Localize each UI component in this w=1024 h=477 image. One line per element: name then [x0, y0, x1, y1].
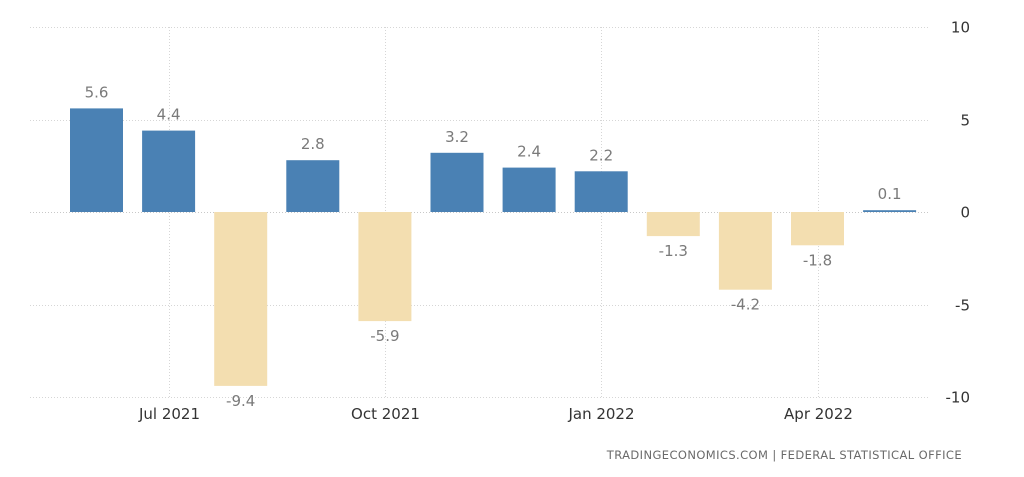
bar-value-label: 0.1 [878, 185, 902, 203]
y-tick-label: -5 [955, 297, 970, 315]
bar-value-label: 2.4 [517, 143, 541, 161]
y-tick-label: 0 [960, 204, 970, 222]
bar-value-label: -1.8 [803, 251, 832, 269]
x-axis: Jul 2021 Oct 2021 Jan 2022 Apr 2022 [138, 405, 853, 423]
grid-layer [30, 27, 930, 398]
bar-dec-2021 [502, 167, 556, 212]
bar-value-label: -4.2 [731, 296, 760, 314]
bar-jan-2022 [574, 171, 628, 212]
y-tick-label: 5 [960, 112, 970, 130]
bar-value-label: 2.2 [589, 146, 613, 164]
bar-mar-2022 [718, 212, 772, 290]
x-tick-label: Jan 2022 [567, 405, 634, 423]
bar-value-label: -9.4 [226, 392, 255, 410]
x-tick-label: Jul 2021 [138, 405, 200, 423]
y-tick-label: -10 [946, 389, 971, 407]
bar-may-2022 [863, 210, 917, 212]
bar-value-label: -5.9 [370, 327, 399, 345]
x-tick-label: Oct 2021 [351, 405, 420, 423]
bar-oct-2021 [358, 212, 412, 322]
bar-value-label: 2.8 [301, 135, 325, 153]
x-tick-label: Apr 2022 [784, 405, 853, 423]
y-tick-label: 10 [951, 19, 970, 37]
bar-value-label: 3.2 [445, 128, 469, 146]
data-labels-layer: 5.6 4.4 -9.4 2.8 -5.9 3.2 2.4 2.2 -1.3 -4.2 -1.8 0.… [85, 83, 902, 410]
source-attribution: TRADINGECONOMICS.COM | FEDERAL STATISTIC… [606, 448, 962, 462]
bar-value-label: 4.4 [157, 106, 181, 124]
bar-nov-2021 [430, 152, 484, 212]
bar-sep-2021 [286, 160, 340, 212]
bar-value-label: 5.6 [85, 83, 109, 101]
bar-aug-2021 [214, 212, 268, 386]
bar-value-label: -1.3 [659, 242, 688, 260]
bar-jun-2021 [70, 108, 123, 212]
y-axis: 10 5 0 -5 -10 [946, 19, 971, 407]
bar-jul-2021 [142, 130, 196, 212]
bar-feb-2022 [646, 212, 700, 237]
bar-apr-2022 [791, 212, 844, 246]
bars-layer [70, 108, 917, 386]
